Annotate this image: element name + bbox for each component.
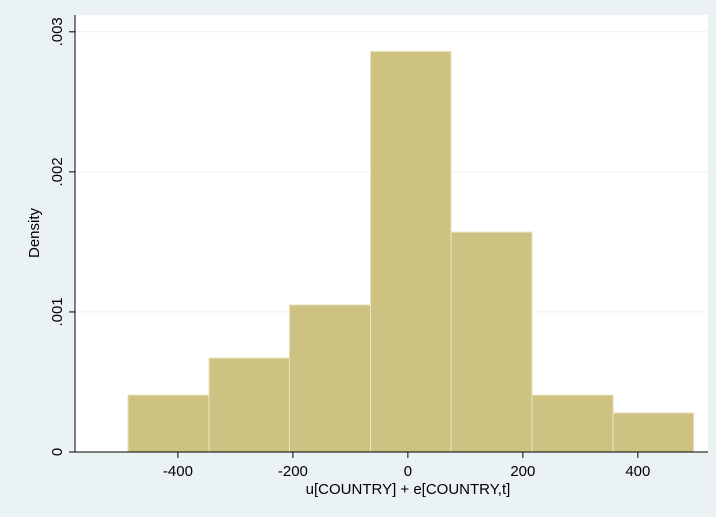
bar bbox=[450, 231, 533, 453]
bar bbox=[208, 357, 290, 453]
y-tick-label: .003 bbox=[49, 17, 66, 46]
bar bbox=[612, 412, 695, 453]
x-tick-label: 400 bbox=[625, 463, 650, 480]
x-axis-title: u[COUNTRY] + e[COUNTRY,t] bbox=[306, 481, 511, 498]
bar bbox=[370, 50, 452, 453]
y-tick-label: 0 bbox=[49, 448, 66, 456]
x-tick-label: -200 bbox=[278, 463, 308, 480]
bar bbox=[531, 394, 614, 453]
y-axis-title: Density bbox=[26, 207, 43, 258]
y-tick-label: .001 bbox=[49, 297, 66, 326]
x-tick-label: 200 bbox=[510, 463, 535, 480]
bar bbox=[288, 304, 372, 453]
x-tick-label: -400 bbox=[163, 463, 193, 480]
y-tick-label: .002 bbox=[49, 157, 66, 186]
x-tick-label: 0 bbox=[404, 463, 412, 480]
bar bbox=[127, 394, 210, 453]
